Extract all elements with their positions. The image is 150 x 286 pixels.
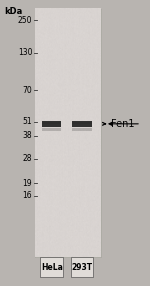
- Text: HeLa: HeLa: [41, 263, 63, 272]
- Bar: [40, 257, 63, 277]
- Text: 28: 28: [23, 154, 32, 163]
- Text: Fen1: Fen1: [111, 119, 135, 129]
- Bar: [42, 122, 62, 124]
- Text: 51: 51: [23, 117, 32, 126]
- Bar: [72, 128, 92, 131]
- Text: kDa: kDa: [4, 7, 23, 16]
- Text: 130: 130: [18, 48, 32, 57]
- Bar: [72, 121, 92, 127]
- Bar: [42, 128, 62, 131]
- Bar: [70, 257, 93, 277]
- Bar: [42, 121, 62, 127]
- Bar: [35, 9, 101, 257]
- Text: 250: 250: [18, 15, 32, 25]
- Bar: [72, 122, 92, 124]
- Text: 16: 16: [23, 191, 32, 200]
- Text: 70: 70: [22, 86, 32, 95]
- Text: 19: 19: [23, 178, 32, 188]
- Text: 38: 38: [23, 131, 32, 140]
- Text: 293T: 293T: [71, 263, 92, 272]
